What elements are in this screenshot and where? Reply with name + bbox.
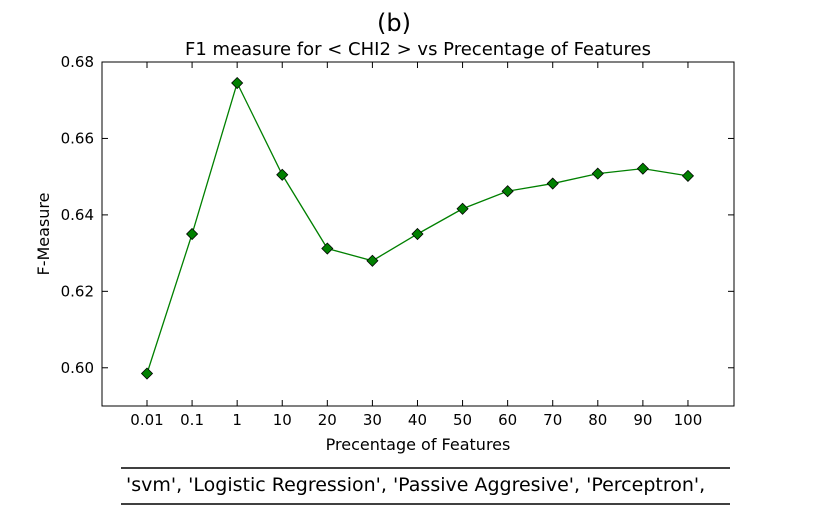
data-point	[501, 185, 514, 198]
data-point	[366, 254, 379, 267]
data-point	[591, 167, 604, 180]
panel-label: (b)	[377, 9, 411, 37]
y-tick-label: 0.64	[61, 206, 94, 224]
x-tick-label: 60	[498, 411, 517, 429]
series-markers	[140, 76, 695, 380]
data-point	[231, 76, 244, 90]
x-tick-label: 40	[408, 411, 427, 429]
data-point	[636, 162, 649, 175]
x-tick-label: 10	[273, 411, 292, 429]
y-axis-label: F-Measure	[34, 193, 53, 276]
chart-title: F1 measure for < CHI2 > vs Precentage of…	[185, 39, 651, 60]
data-point	[186, 227, 199, 241]
data-point	[546, 177, 559, 190]
x-tick-label: 90	[633, 411, 652, 429]
x-tick-label: 80	[588, 411, 607, 429]
x-tick-label: 1	[232, 411, 242, 429]
x-tick-label: 100	[674, 411, 703, 429]
y-tick-label: 0.66	[61, 129, 94, 147]
y-tick-label: 0.68	[61, 53, 94, 71]
legend-text: 'svm', 'Logistic Regression', 'Passive A…	[126, 474, 705, 496]
x-tick-label: 0.01	[130, 411, 163, 429]
x-tick-label: 20	[318, 411, 337, 429]
y-tick-label: 0.62	[61, 282, 94, 300]
x-tick-label: 50	[453, 411, 472, 429]
x-axis-label: Precentage of Features	[326, 435, 511, 454]
x-axis-ticks: 0.01 0.1 1 10 20 30 40 50 60 70 80 90 100	[130, 62, 702, 429]
data-point	[276, 168, 289, 181]
x-tick-label: 70	[543, 411, 562, 429]
data-point	[140, 367, 154, 380]
y-tick-label: 0.60	[61, 359, 94, 377]
y-axis-ticks: 0.60 0.62 0.64 0.66 0.68	[61, 53, 734, 377]
data-point	[681, 169, 695, 182]
x-tick-label: 0.1	[180, 411, 204, 429]
x-tick-label: 30	[363, 411, 382, 429]
data-point	[321, 242, 334, 255]
data-point	[456, 202, 469, 215]
data-point	[411, 227, 424, 241]
plot-frame	[101, 61, 735, 407]
